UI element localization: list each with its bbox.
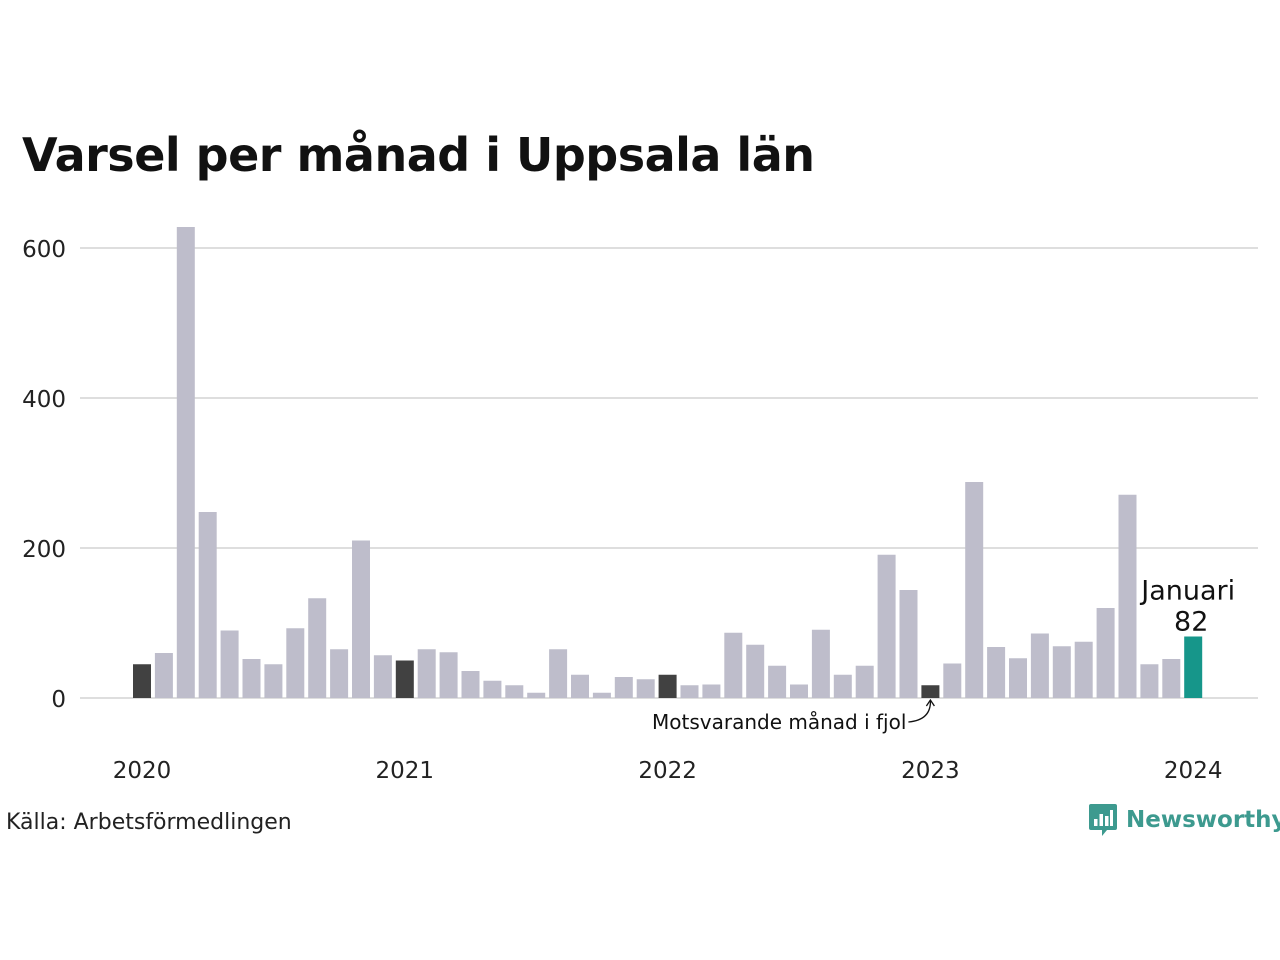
bar xyxy=(483,680,502,698)
y-tick-label: 0 xyxy=(51,687,66,713)
x-tick-label: 2021 xyxy=(376,758,435,784)
source-note: Källa: Arbetsförmedlingen xyxy=(6,810,292,835)
bar xyxy=(571,674,589,698)
bar xyxy=(1140,664,1159,698)
bar xyxy=(680,685,699,698)
bar xyxy=(746,644,765,698)
bar xyxy=(198,512,217,698)
bar xyxy=(439,652,458,698)
bar xyxy=(1162,659,1181,698)
bar xyxy=(877,554,896,698)
bar xyxy=(702,684,721,698)
bar xyxy=(154,653,173,698)
bar xyxy=(242,659,261,698)
bar xyxy=(943,663,962,698)
highlight-month-label: Januari xyxy=(1139,576,1235,607)
x-tick-label: 2022 xyxy=(638,758,697,784)
comparison-annotation: Motsvarande månad i fjol xyxy=(652,710,906,734)
bar xyxy=(658,674,677,698)
bar xyxy=(636,679,655,698)
bar xyxy=(592,692,611,698)
x-tick-label: 2024 xyxy=(1164,758,1223,784)
bar xyxy=(308,598,327,698)
bar xyxy=(1074,641,1093,698)
y-tick-label: 400 xyxy=(22,387,66,413)
bar xyxy=(549,649,568,698)
newsworthy-logo-icon xyxy=(1089,804,1117,836)
bar xyxy=(220,630,239,698)
bar xyxy=(965,482,984,698)
bar xyxy=(395,660,414,698)
bar xyxy=(724,632,743,698)
bar xyxy=(1096,608,1115,698)
bar xyxy=(264,664,283,698)
bar xyxy=(614,677,633,698)
x-axis-ticks: 2020 2021 2022 2023 2024 xyxy=(113,758,1223,784)
bar xyxy=(373,655,392,698)
bar xyxy=(330,649,349,698)
bar xyxy=(987,647,1006,698)
bar xyxy=(855,665,874,698)
bar xyxy=(133,664,151,698)
bar xyxy=(1052,646,1071,698)
bar xyxy=(921,685,940,698)
bar xyxy=(527,692,546,698)
bar xyxy=(286,628,305,698)
highlight-value-label: 82 xyxy=(1174,607,1208,638)
bars xyxy=(133,227,1203,698)
brand: Newsworthy xyxy=(1088,802,1280,838)
bar xyxy=(1118,494,1137,698)
bar xyxy=(768,665,787,698)
bar xyxy=(1184,636,1203,698)
bar xyxy=(1009,658,1027,698)
chart-title: Varsel per månad i Uppsala län xyxy=(22,128,815,182)
annotations: Januari 82 Motsvarande månad i fjol xyxy=(652,576,1235,735)
comparison-arrowhead xyxy=(925,698,935,707)
bar xyxy=(790,684,808,698)
grid-lines xyxy=(80,247,1258,699)
bar xyxy=(176,227,195,698)
bar xyxy=(461,671,480,698)
bar xyxy=(1030,633,1049,698)
bar xyxy=(505,685,524,698)
y-tick-label: 600 xyxy=(22,237,66,263)
y-axis-ticks: 0 200 400 600 xyxy=(22,237,66,713)
bar xyxy=(352,540,370,698)
bar xyxy=(899,590,918,698)
x-tick-label: 2020 xyxy=(113,758,172,784)
x-tick-label: 2023 xyxy=(901,758,960,784)
brand-name: Newsworthy xyxy=(1126,807,1280,833)
bar xyxy=(833,674,852,698)
bar xyxy=(811,629,830,698)
comparison-arrow xyxy=(908,699,932,723)
bar xyxy=(417,649,436,698)
y-tick-label: 200 xyxy=(22,537,66,563)
